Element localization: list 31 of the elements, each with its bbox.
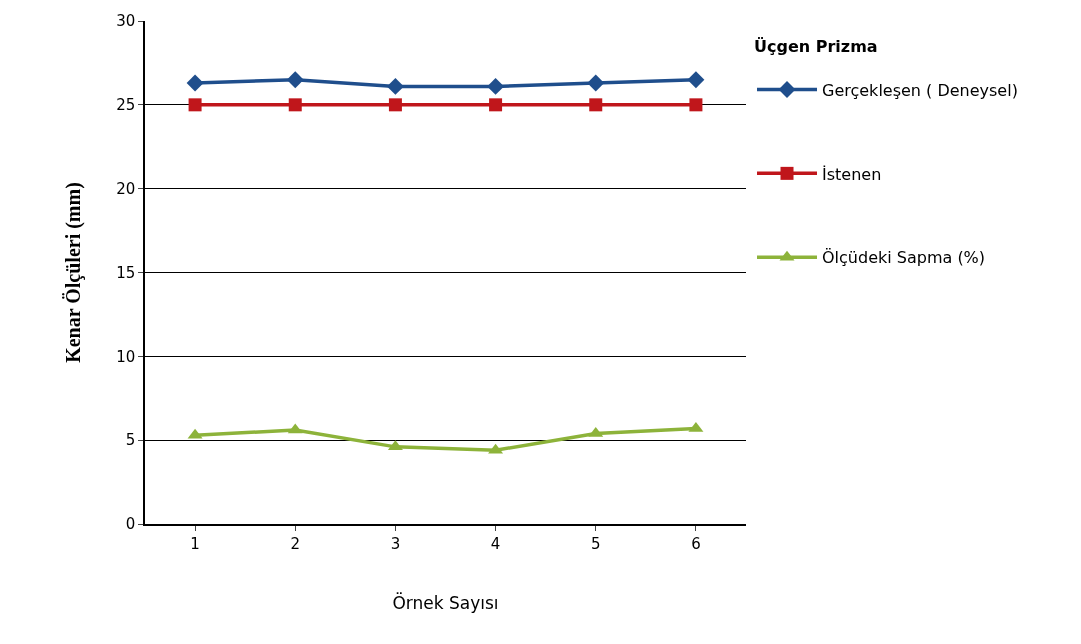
y-tick-label: 30 xyxy=(116,12,136,31)
point xyxy=(286,71,304,89)
point xyxy=(487,77,505,95)
point xyxy=(288,98,302,112)
y-axis-title: Kenar Ölçüleri (mm) xyxy=(62,182,86,363)
x-axis-title: Örnek Sayısı xyxy=(392,591,499,613)
point xyxy=(589,98,603,112)
y-tick-label: 20 xyxy=(116,179,136,198)
x-tick-label: 4 xyxy=(490,534,501,553)
point xyxy=(188,98,202,112)
point xyxy=(388,98,402,112)
point xyxy=(687,71,705,89)
x-tick-label: 5 xyxy=(590,534,601,553)
y-tick-label: 15 xyxy=(116,263,136,282)
y-tick-label: 5 xyxy=(125,431,136,450)
x-tick-label: 2 xyxy=(290,534,301,553)
point xyxy=(587,74,605,92)
point xyxy=(386,77,404,95)
y-tick-label: 10 xyxy=(116,347,136,366)
legend-label: Gerçekleşen ( Deneysel) xyxy=(822,80,1018,100)
legend-label: İstenen xyxy=(822,164,882,184)
point xyxy=(186,74,204,92)
legend-label: Ölçüdeki Sapma (%) xyxy=(822,248,986,268)
legend-title: Üçgen Prizma xyxy=(754,36,878,56)
x-tick-label: 1 xyxy=(190,534,200,553)
point xyxy=(689,98,703,112)
point xyxy=(489,98,503,112)
x-tick-label: 3 xyxy=(390,534,401,553)
x-tick-label: 6 xyxy=(691,534,701,553)
y-tick-label: 0 xyxy=(125,515,136,534)
y-tick-label: 25 xyxy=(116,96,136,115)
